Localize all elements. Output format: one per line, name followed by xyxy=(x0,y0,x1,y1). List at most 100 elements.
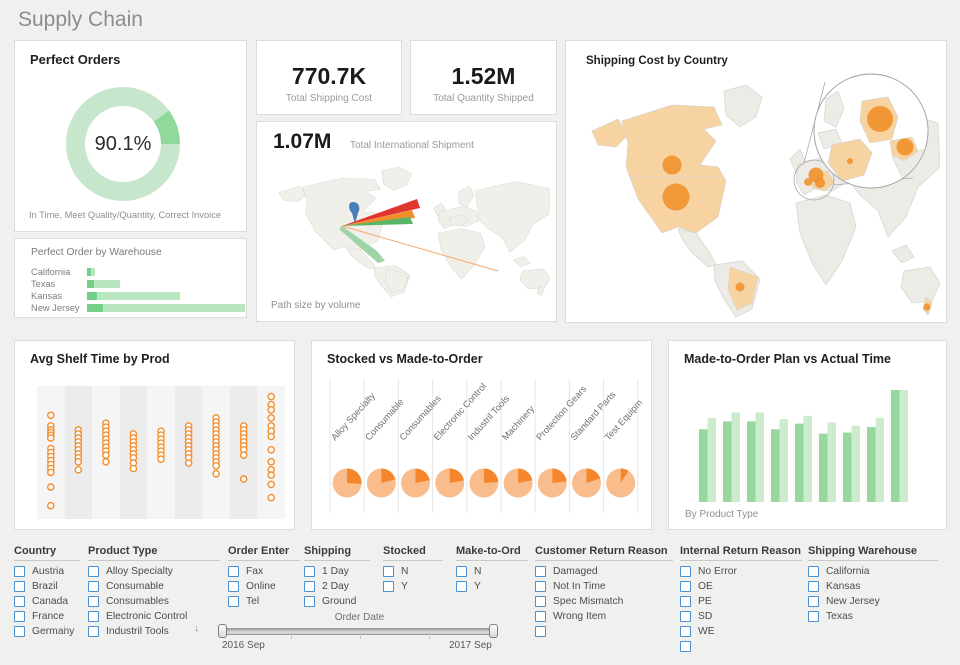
checkbox[interactable] xyxy=(228,596,239,607)
checkbox[interactable] xyxy=(14,596,25,607)
filter-option-label[interactable]: Consumable xyxy=(106,581,164,592)
filter-option-label[interactable]: Consumables xyxy=(106,596,169,607)
filter-option-label[interactable]: Y xyxy=(474,581,481,592)
checkbox[interactable] xyxy=(228,566,239,577)
filter-option-label[interactable]: WE xyxy=(698,626,715,637)
checkbox[interactable] xyxy=(680,581,691,592)
card-warehouse: Perfect Order by Warehouse California Tex… xyxy=(14,238,247,318)
perfect-orders-title: Perfect Orders xyxy=(30,52,121,67)
filter-option-label[interactable]: Canada xyxy=(32,596,69,607)
warehouse-bar[interactable] xyxy=(87,304,245,312)
filter-option-label[interactable]: Wrong Item xyxy=(553,611,607,622)
card-kpi-shipping-cost: 770.7K Total Shipping Cost xyxy=(256,40,402,115)
filter-option-label[interactable]: SD xyxy=(698,611,713,622)
scroll-down-icon[interactable]: ↓ xyxy=(194,623,199,634)
filter-option: Ground xyxy=(304,596,370,607)
filter-option-label[interactable]: 2 Day xyxy=(322,581,349,592)
filter-option-label[interactable]: No Error xyxy=(698,566,737,577)
filter-option-label[interactable]: 1 Day xyxy=(322,566,349,577)
filter-option-label[interactable]: Industril Tools xyxy=(106,626,169,637)
filter-option-label[interactable]: Kansas xyxy=(826,581,861,592)
checkbox[interactable] xyxy=(680,641,691,652)
checkbox[interactable] xyxy=(88,566,99,577)
checkbox[interactable] xyxy=(808,581,819,592)
checkbox[interactable] xyxy=(535,626,546,637)
checkbox[interactable] xyxy=(88,596,99,607)
filter-title: Stocked xyxy=(383,545,443,561)
checkbox[interactable] xyxy=(680,611,691,622)
checkbox[interactable] xyxy=(535,581,546,592)
filter-option-label[interactable]: Electronic Control xyxy=(106,611,188,622)
order-date-start: 2016 Sep xyxy=(222,640,265,651)
stocked-pie-grid[interactable]: Alloy SpecialtyConsumableConsumablesElec… xyxy=(312,341,651,529)
filter-option-label[interactable]: Germany xyxy=(32,626,75,637)
filter-option-label[interactable]: Austria xyxy=(32,566,65,577)
filter-option-label[interactable]: New Jersey xyxy=(826,596,880,607)
checkbox[interactable] xyxy=(456,581,467,592)
warehouse-bar[interactable] xyxy=(87,268,245,276)
checkbox[interactable] xyxy=(680,626,691,637)
filter-option xyxy=(680,641,802,652)
warehouse-row-label: California xyxy=(31,267,71,277)
order-date-slider-handle-left[interactable] xyxy=(218,624,227,638)
filter-option-label[interactable]: Brazil xyxy=(32,581,58,592)
page-title: Supply Chain xyxy=(18,8,143,31)
filter-option-label[interactable]: France xyxy=(32,611,65,622)
checkbox[interactable] xyxy=(535,566,546,577)
filter-option-label[interactable]: Online xyxy=(246,581,276,592)
filter-title: Shipping Warehouse xyxy=(808,545,938,561)
checkbox[interactable] xyxy=(14,611,25,622)
card-stocked-pies: Stocked vs Made-to-Order Alloy Specialty… xyxy=(311,340,652,530)
checkbox[interactable] xyxy=(304,566,315,577)
filter-option-label[interactable]: California xyxy=(826,566,870,577)
checkbox[interactable] xyxy=(456,566,467,577)
shelf-time-strip-plot[interactable] xyxy=(15,341,294,529)
filter-title: Order Enter xyxy=(228,545,300,561)
filter-option-label[interactable]: Y xyxy=(401,581,408,592)
filter-option-label[interactable]: Damaged xyxy=(553,566,598,577)
checkbox[interactable] xyxy=(14,581,25,592)
filter-option-label[interactable]: Ground xyxy=(322,596,357,607)
checkbox[interactable] xyxy=(808,596,819,607)
filter-option-label[interactable]: Alloy Specialty xyxy=(106,566,173,577)
filter-option-label[interactable]: Not In Time xyxy=(553,581,606,592)
checkbox[interactable] xyxy=(14,566,25,577)
checkbox[interactable] xyxy=(228,581,239,592)
kpi-quantity-label: Total Quantity Shipped xyxy=(433,93,534,104)
checkbox[interactable] xyxy=(14,626,25,637)
filter-option xyxy=(535,626,673,637)
warehouse-bar[interactable] xyxy=(87,292,245,300)
checkbox[interactable] xyxy=(383,566,394,577)
filter-option-label[interactable]: Tel xyxy=(246,596,260,607)
filter-option-label[interactable]: N xyxy=(474,566,482,577)
warehouse-bar[interactable] xyxy=(87,280,245,288)
perfect-orders-donut-chart[interactable]: 90.1% xyxy=(66,87,180,201)
checkbox[interactable] xyxy=(88,611,99,622)
filter-option-label[interactable]: Spec Mismatch xyxy=(553,596,624,607)
filter-option-label[interactable]: OE xyxy=(698,581,713,592)
international-flow-map[interactable] xyxy=(265,158,550,300)
checkbox[interactable] xyxy=(304,581,315,592)
filter-option-label[interactable]: PE xyxy=(698,596,712,607)
checkbox[interactable] xyxy=(680,596,691,607)
checkbox[interactable] xyxy=(88,581,99,592)
checkbox[interactable] xyxy=(304,596,315,607)
checkbox[interactable] xyxy=(88,626,99,637)
scroll-down-icon[interactable]: ↓ xyxy=(62,623,67,634)
order-date-slider-handle-right[interactable] xyxy=(489,624,498,638)
shipping-cost-bubble-map[interactable] xyxy=(574,69,940,319)
checkbox[interactable] xyxy=(535,596,546,607)
card-plan-actual: Made-to-Order Plan vs Actual Time By Pro… xyxy=(668,340,947,530)
slider-tick xyxy=(291,636,292,639)
filter-option-label[interactable]: N xyxy=(401,566,409,577)
order-date-slider-track[interactable] xyxy=(222,628,497,635)
filter-option-label[interactable]: Fax xyxy=(246,566,264,577)
filter-option-label[interactable]: Texas xyxy=(826,611,853,622)
plan-actual-bar-chart[interactable] xyxy=(669,341,946,529)
checkbox[interactable] xyxy=(808,566,819,577)
checkbox[interactable] xyxy=(535,611,546,622)
checkbox[interactable] xyxy=(680,566,691,577)
slider-tick xyxy=(360,636,361,639)
checkbox[interactable] xyxy=(808,611,819,622)
checkbox[interactable] xyxy=(383,581,394,592)
